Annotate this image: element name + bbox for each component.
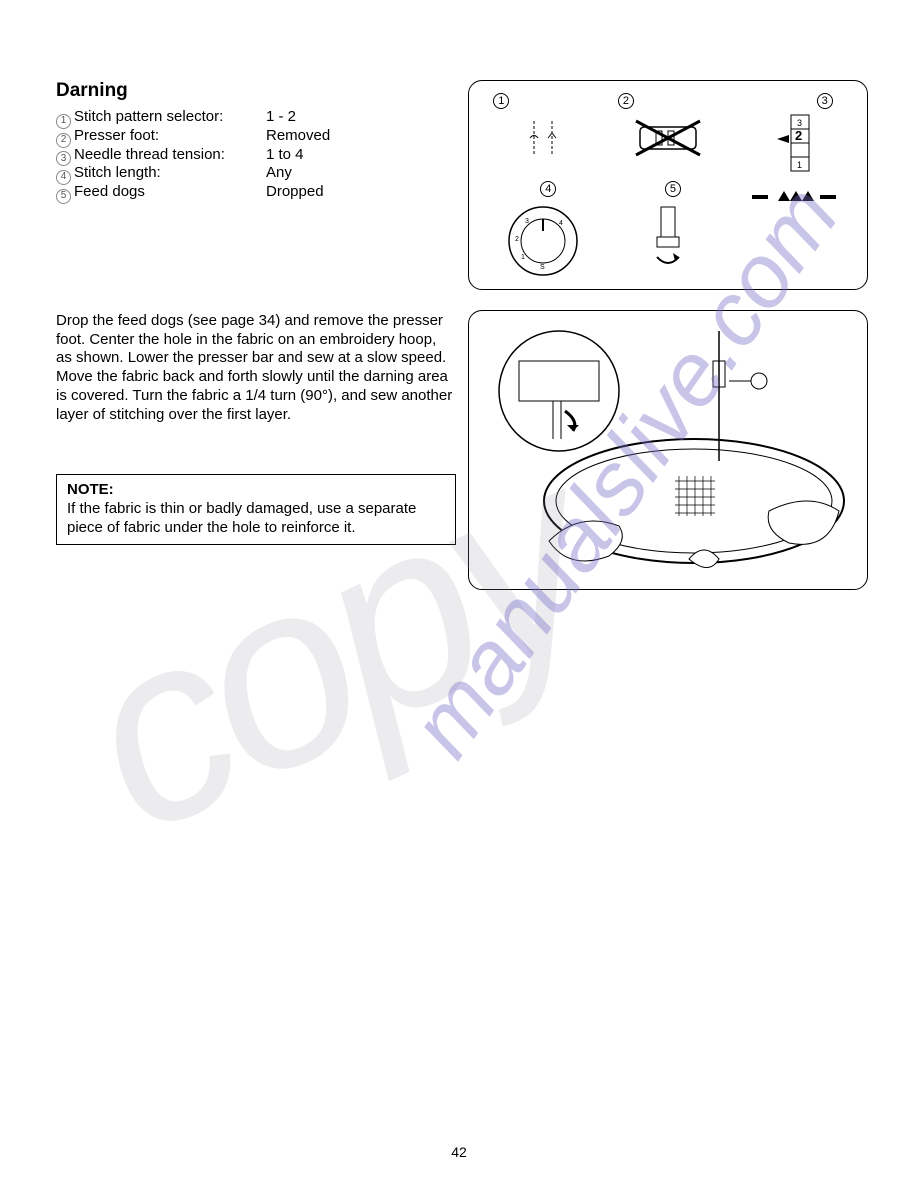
presser-foot-removed-icon: [628, 113, 708, 163]
setting-num-4: 4: [56, 170, 71, 185]
svg-text:2: 2: [515, 236, 519, 243]
body-paragraph: Drop the feed dogs (see page 34) and rem…: [56, 312, 456, 425]
note-box: NOTE: If the fabric is thin or badly dam…: [56, 474, 456, 544]
setting-num-5: 5: [56, 189, 71, 204]
svg-text:1: 1: [797, 160, 802, 170]
setting-value-4: Any: [266, 164, 292, 183]
darning-illustration-box: [468, 310, 868, 590]
setting-num-2: 2: [56, 133, 71, 148]
page-number: 42: [451, 1144, 467, 1160]
note-title: NOTE:: [67, 481, 114, 498]
svg-text:S: S: [540, 264, 545, 271]
svg-text:2: 2: [795, 128, 802, 143]
setting-label-3: Needle thread tension:: [74, 146, 225, 165]
diagram-num-2: 2: [618, 93, 634, 109]
tension-dial-icon: 3 2 1: [773, 113, 813, 173]
feed-dogs-dropped-icon: [643, 201, 693, 271]
setting-label-5: Feed dogs: [74, 183, 145, 202]
setting-value-1: 1 - 2: [266, 108, 296, 127]
setting-value-5: Dropped: [266, 183, 324, 202]
setting-value-3: 1 to 4: [266, 146, 304, 165]
svg-text:1: 1: [521, 254, 525, 261]
note-body: If the fabric is thin or badly damaged, …: [67, 500, 416, 536]
svg-text:4: 4: [559, 220, 563, 227]
svg-text:3: 3: [525, 218, 529, 225]
setting-num-1: 1: [56, 114, 71, 129]
darning-illustration: [469, 311, 869, 591]
stitch-length-dial-icon: S 1 2 3 4: [503, 201, 583, 281]
svg-text:3: 3: [797, 118, 802, 128]
setting-label-1: Stitch pattern selector:: [74, 108, 223, 127]
diagram-num-5: 5: [665, 181, 681, 197]
stitch-pattern-icon: [518, 113, 568, 163]
setting-label-4: Stitch length:: [74, 164, 161, 183]
setting-label-2: Presser foot:: [74, 127, 159, 146]
setting-value-2: Removed: [266, 127, 330, 146]
feed-dog-symbol-icon: [748, 181, 838, 221]
diagram-num-1: 1: [493, 93, 509, 109]
settings-diagram-box: 1 2 3 3: [468, 80, 868, 290]
diagram-num-3: 3: [817, 93, 833, 109]
diagram-num-4: 4: [540, 181, 556, 197]
